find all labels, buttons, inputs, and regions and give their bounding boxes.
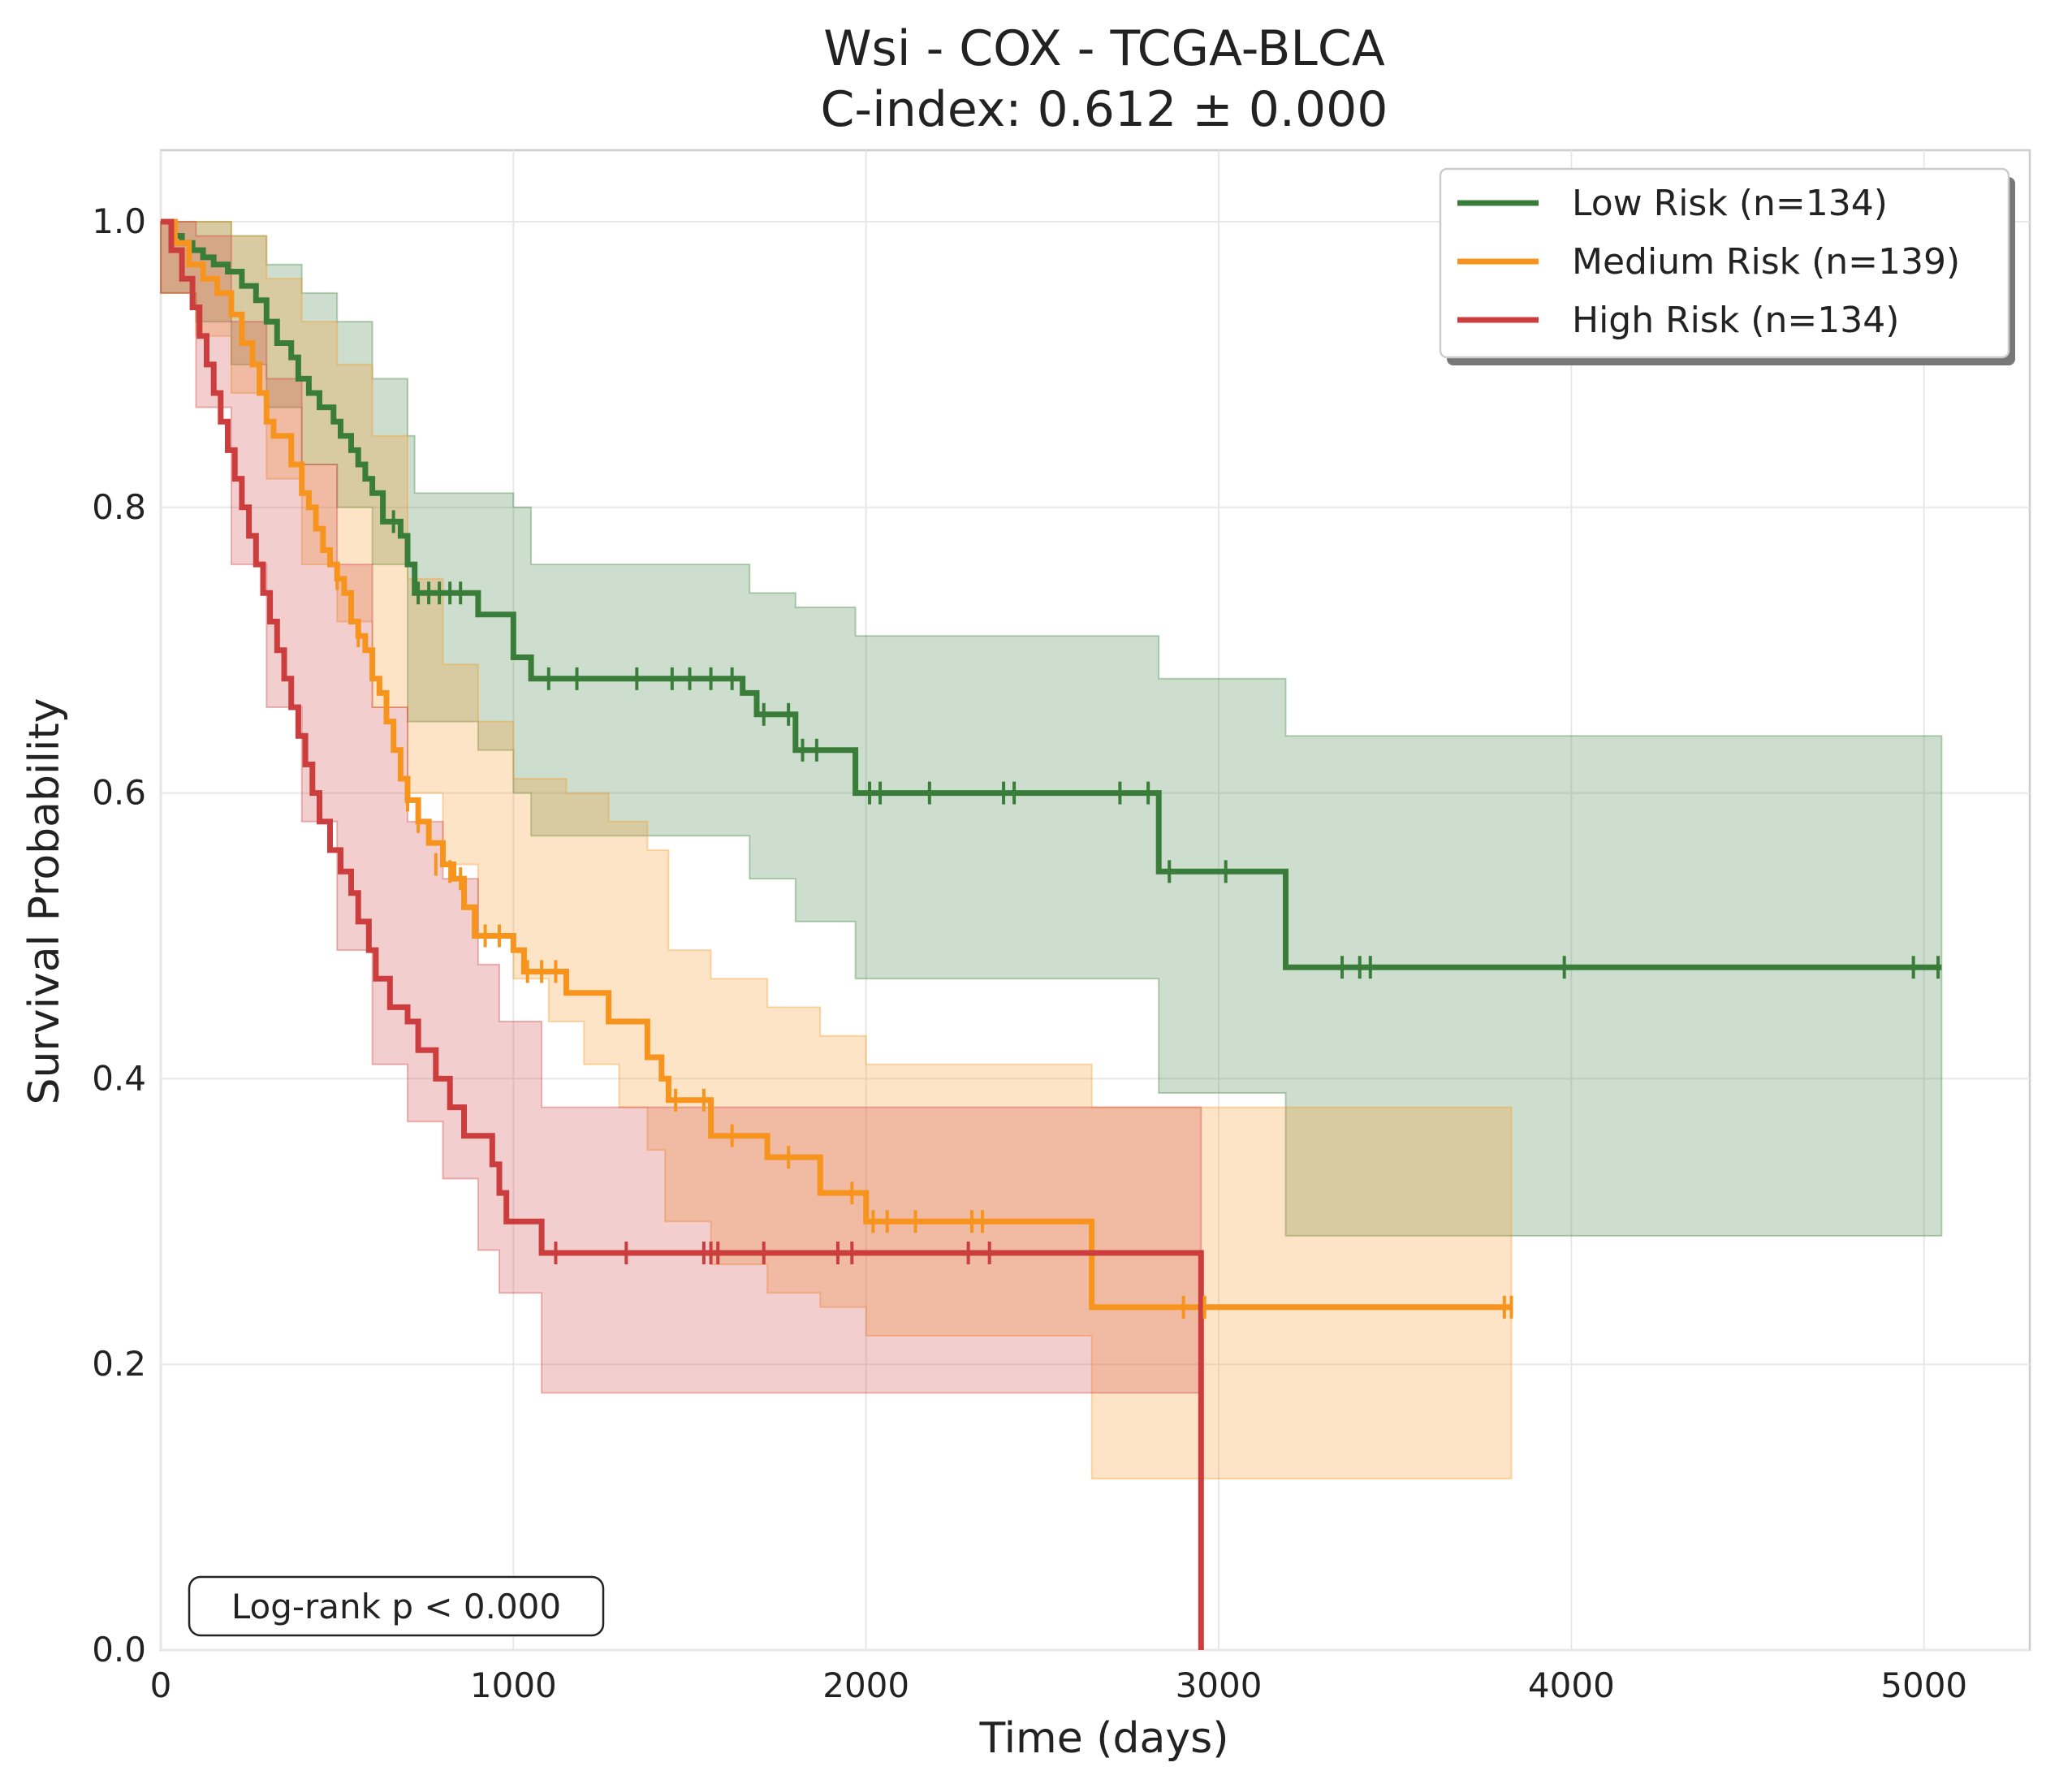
chart-subtitle: C-index: 0.612 ± 0.000 — [821, 81, 1388, 138]
ci-band-low-risk — [160, 221, 1943, 1237]
survival-curve-medium-risk — [161, 218, 1512, 1311]
y-axis-ticks: 0.0 0.2 0.4 0.6 0.8 1.0 — [92, 201, 146, 1670]
x-tick-label: 5000 — [1880, 1665, 1967, 1705]
legend-label-medium-risk: Medium Risk (n=139) — [1572, 241, 1960, 283]
y-tick-label: 1.0 — [92, 201, 146, 241]
y-tick-label: 0.4 — [92, 1058, 146, 1098]
legend-label-high-risk: High Risk (n=134) — [1572, 300, 1899, 341]
log-rank-annotation: Log-rank p < 0.000 — [188, 1575, 605, 1637]
x-axis-ticks: 0 1000 2000 3000 4000 5000 — [150, 1665, 1968, 1705]
legend: Low Risk (n=134) Medium Risk (n=139) Hig… — [1439, 167, 2015, 365]
x-axis-label: Time (days) — [978, 1714, 1228, 1763]
x-tick-label: 3000 — [1176, 1665, 1263, 1705]
y-axis-label: Survival Probability — [20, 698, 69, 1104]
survival-curve-high-risk — [161, 218, 1204, 1650]
y-tick-label: 0.2 — [92, 1344, 146, 1384]
censor-marks — [335, 510, 1940, 1319]
y-tick-label: 0.8 — [92, 487, 146, 527]
x-tick-label: 2000 — [822, 1665, 909, 1705]
y-tick-label: 0.6 — [92, 773, 146, 813]
legend-label-low-risk: Low Risk (n=134) — [1572, 183, 1888, 224]
annotation-text: Log-rank p < 0.000 — [231, 1587, 561, 1626]
survival-curves — [161, 218, 1942, 1650]
chart-title: Wsi - COX - TCGA-BLCA — [823, 20, 1385, 77]
y-tick-label: 0.0 — [92, 1630, 146, 1670]
legend-box — [1439, 167, 2010, 359]
x-tick-label: 4000 — [1528, 1665, 1615, 1705]
x-tick-label: 1000 — [470, 1665, 557, 1705]
survival-curve-low-risk — [161, 218, 1942, 970]
plot-area — [159, 149, 2031, 1652]
annotation-box — [188, 1575, 605, 1637]
x-tick-label: 0 — [150, 1665, 172, 1705]
